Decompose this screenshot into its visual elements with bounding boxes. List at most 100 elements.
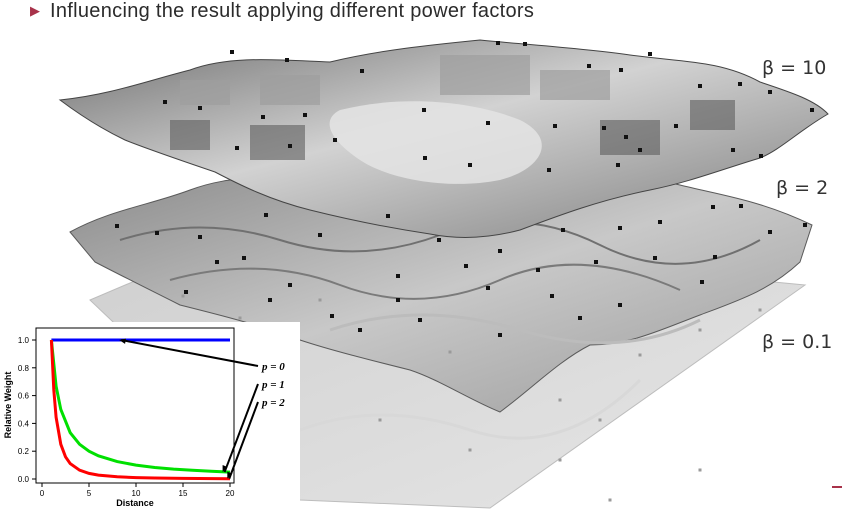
sample-point xyxy=(418,318,422,322)
slide-heading-text: Influencing the result applying differen… xyxy=(50,0,535,22)
sample-point xyxy=(578,316,582,320)
sample-point xyxy=(711,205,715,209)
beta-label-10: β = 10 xyxy=(762,57,827,79)
sample-point xyxy=(268,298,272,302)
sample-point-faint xyxy=(758,308,762,312)
sample-point xyxy=(553,124,557,128)
x-tick-label: 15 xyxy=(179,489,188,498)
sample-point xyxy=(496,41,500,45)
sample-point-faint xyxy=(638,353,642,357)
y-axis-label: Relative Weight xyxy=(3,372,13,439)
x-tick-label: 20 xyxy=(226,489,235,498)
sample-point xyxy=(230,50,234,54)
sample-point xyxy=(536,268,540,272)
sample-point xyxy=(674,124,678,128)
sample-point xyxy=(561,228,565,232)
plot-frame xyxy=(35,327,235,484)
sample-point xyxy=(288,283,292,287)
sample-point xyxy=(360,69,364,73)
triangle-right-icon: ▶ xyxy=(30,3,40,18)
y-tick-label: 0.6 xyxy=(18,392,30,401)
sample-point xyxy=(184,290,188,294)
sample-point xyxy=(803,223,807,227)
sample-point xyxy=(235,146,239,150)
y-tick-label: 1.0 xyxy=(18,336,30,345)
sample-point xyxy=(810,108,814,112)
arrow-head xyxy=(222,465,228,473)
sample-point xyxy=(333,138,337,142)
sample-point xyxy=(155,231,159,235)
sample-point-faint xyxy=(448,350,452,354)
sample-point xyxy=(498,249,502,253)
sample-point xyxy=(288,144,292,148)
sample-point xyxy=(386,214,390,218)
sample-point xyxy=(547,168,551,172)
sample-point-faint xyxy=(238,316,242,320)
sample-point-faint xyxy=(318,298,322,302)
sample-point xyxy=(619,68,623,72)
sample-point xyxy=(198,106,202,110)
annotation-label: p = 2 xyxy=(261,397,285,409)
sample-point xyxy=(550,294,554,298)
weight-decay-chart: 0.0 0.2 0.4 0.6 0.8 1.0 0 5 10 15 20 Distance Relati… xyxy=(0,322,300,509)
sample-point xyxy=(486,121,490,125)
sample-point xyxy=(261,115,265,119)
sample-point xyxy=(658,220,662,224)
sample-point xyxy=(602,126,606,130)
sample-point xyxy=(464,264,468,268)
sample-point xyxy=(498,333,502,337)
sample-point xyxy=(618,303,622,307)
sample-point xyxy=(215,260,219,264)
surface-beta-10 xyxy=(58,39,829,238)
sample-point-faint xyxy=(698,468,702,472)
sample-point xyxy=(264,213,268,217)
arrow-head xyxy=(119,338,127,344)
sample-point-faint xyxy=(468,448,472,452)
y-tick-label: 0.4 xyxy=(18,419,30,428)
sample-point xyxy=(396,274,400,278)
sample-point xyxy=(115,224,119,228)
sample-point xyxy=(700,280,704,284)
sample-point xyxy=(713,255,717,259)
sample-point xyxy=(486,286,490,290)
beta-label-2: β = 2 xyxy=(776,177,829,199)
sample-point xyxy=(653,256,657,260)
sample-point xyxy=(358,328,362,332)
sample-point xyxy=(468,163,472,167)
slide-heading: ▶ Influencing the result applying differ… xyxy=(30,0,534,26)
sample-point xyxy=(198,235,202,239)
sample-point xyxy=(638,148,642,152)
sample-point xyxy=(768,230,772,234)
x-tick-label: 5 xyxy=(87,489,92,498)
sample-point xyxy=(303,113,307,117)
beta-label-0-1: β = 0.1 xyxy=(762,331,833,353)
slide-corner-mark xyxy=(832,486,842,488)
annotation-label: p = 1 xyxy=(261,379,285,391)
x-tick-label: 10 xyxy=(132,489,141,498)
sample-point xyxy=(738,82,742,86)
sample-point xyxy=(731,148,735,152)
sample-point xyxy=(437,238,441,242)
sample-point-faint xyxy=(558,398,562,402)
annotation-arrow xyxy=(121,339,259,367)
x-axis-label: Distance xyxy=(116,498,154,508)
annotation-label: p = 0 xyxy=(261,361,285,373)
sample-point xyxy=(330,314,334,318)
weight-decay-chart-svg: 0.0 0.2 0.4 0.6 0.8 1.0 0 5 10 15 20 Distance Relati… xyxy=(3,327,285,508)
sample-point xyxy=(422,108,426,112)
sample-point xyxy=(163,100,167,104)
series-line-1 xyxy=(49,339,231,474)
y-tick-label: 0.8 xyxy=(18,364,30,373)
sample-point xyxy=(242,256,246,260)
sample-point-faint xyxy=(181,294,185,298)
sample-point xyxy=(594,260,598,264)
sample-point xyxy=(698,84,702,88)
sample-point-faint xyxy=(558,458,562,462)
sample-point xyxy=(523,42,527,46)
series-line-2 xyxy=(49,339,231,481)
sample-point xyxy=(618,226,622,230)
annotation-arrow xyxy=(223,383,259,473)
sample-point xyxy=(587,64,591,68)
y-tick-label: 0.2 xyxy=(18,447,30,456)
arrow-head xyxy=(227,471,233,479)
